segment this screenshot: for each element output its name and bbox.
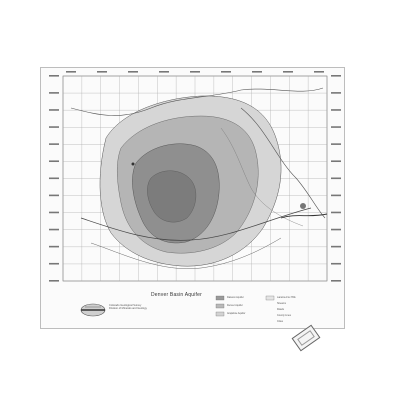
tick-label-mark bbox=[49, 126, 59, 128]
stream-north bbox=[70, 87, 324, 116]
tick-label-mark bbox=[49, 280, 59, 282]
aquifer-map bbox=[49, 71, 341, 317]
tick-label-mark bbox=[49, 245, 59, 248]
legend-label: Roads bbox=[277, 308, 284, 311]
legend-item: County Lines bbox=[277, 314, 291, 317]
state-seal-icon bbox=[80, 303, 106, 317]
stream-east bbox=[240, 107, 326, 219]
tick-label-mark bbox=[331, 228, 341, 231]
tick-label-mark bbox=[221, 71, 231, 73]
tick-label-mark bbox=[314, 71, 324, 73]
legend-box bbox=[215, 295, 275, 317]
legend-label: Streams bbox=[277, 302, 286, 305]
tick-label-mark bbox=[331, 280, 341, 282]
legend-label: Denver Aquifer bbox=[227, 304, 243, 307]
tick-label-mark bbox=[49, 143, 59, 145]
tick-label-mark bbox=[331, 177, 341, 180]
stream-south bbox=[80, 207, 312, 241]
map-sheet: Denver Basin Aquifer Colorado Geological… bbox=[40, 67, 345, 329]
stream-southwest bbox=[90, 237, 282, 270]
tick-label-mark bbox=[331, 160, 341, 163]
tick-label-mark bbox=[49, 194, 59, 197]
publisher-line-2: Division of Minerals and Geology bbox=[109, 307, 147, 311]
legend-label: Cities bbox=[277, 320, 283, 323]
tick-label-mark bbox=[128, 71, 138, 73]
tick-label-mark bbox=[331, 143, 341, 145]
tick-label-mark bbox=[49, 177, 59, 180]
tick-label-mark bbox=[331, 126, 341, 128]
tick-label-mark bbox=[97, 71, 107, 73]
legend-label: Dawson Aquifer bbox=[227, 296, 244, 299]
legend-item: Roads bbox=[277, 308, 284, 311]
tick-label-mark bbox=[252, 71, 262, 73]
legend-label: Arapahoe Aquifer bbox=[227, 312, 246, 315]
tick-label-mark bbox=[49, 75, 59, 77]
legend-label: Laramie-Fox Hills bbox=[277, 296, 296, 299]
tick-label-mark bbox=[49, 92, 59, 94]
tick-label-mark bbox=[331, 262, 341, 265]
tick-label-mark bbox=[331, 245, 341, 248]
tick-label-mark bbox=[49, 160, 59, 163]
tick-label-mark bbox=[159, 71, 169, 73]
legend-item: Laramie-Fox Hills bbox=[277, 296, 296, 299]
tick-label-mark bbox=[190, 71, 200, 73]
tick-label-mark bbox=[331, 92, 341, 94]
tick-label-mark bbox=[66, 71, 76, 73]
tick-label-mark bbox=[331, 194, 341, 197]
tick-label-mark bbox=[49, 228, 59, 231]
map-ticks bbox=[49, 71, 341, 282]
tick-label-mark bbox=[49, 262, 59, 265]
legend-item: Denver Aquifer bbox=[227, 304, 243, 307]
legend-item: Cities bbox=[277, 320, 283, 323]
map-title: Denver Basin Aquifer bbox=[151, 292, 202, 298]
publisher-line-1: Colorado Geological Survey bbox=[109, 304, 142, 307]
legend-item: Streams bbox=[277, 302, 286, 305]
tick-label-mark bbox=[49, 109, 59, 111]
tick-label-mark bbox=[49, 211, 59, 214]
tick-label-mark bbox=[331, 109, 341, 111]
city-marker bbox=[131, 162, 135, 166]
publisher-block: Colorado Geological Survey Division of M… bbox=[109, 304, 147, 310]
city-marker bbox=[300, 203, 306, 209]
stream-tributary bbox=[220, 127, 304, 227]
tick-label-mark bbox=[331, 211, 341, 214]
highway-east bbox=[280, 213, 328, 219]
legend-label: County Lines bbox=[277, 314, 291, 317]
tick-label-mark bbox=[331, 75, 341, 77]
dawson-aquifer-extent bbox=[147, 170, 197, 223]
legend-item: Arapahoe Aquifer bbox=[227, 312, 245, 315]
tick-label-mark bbox=[283, 71, 293, 73]
legend-item: Dawson Aquifer bbox=[227, 296, 244, 299]
